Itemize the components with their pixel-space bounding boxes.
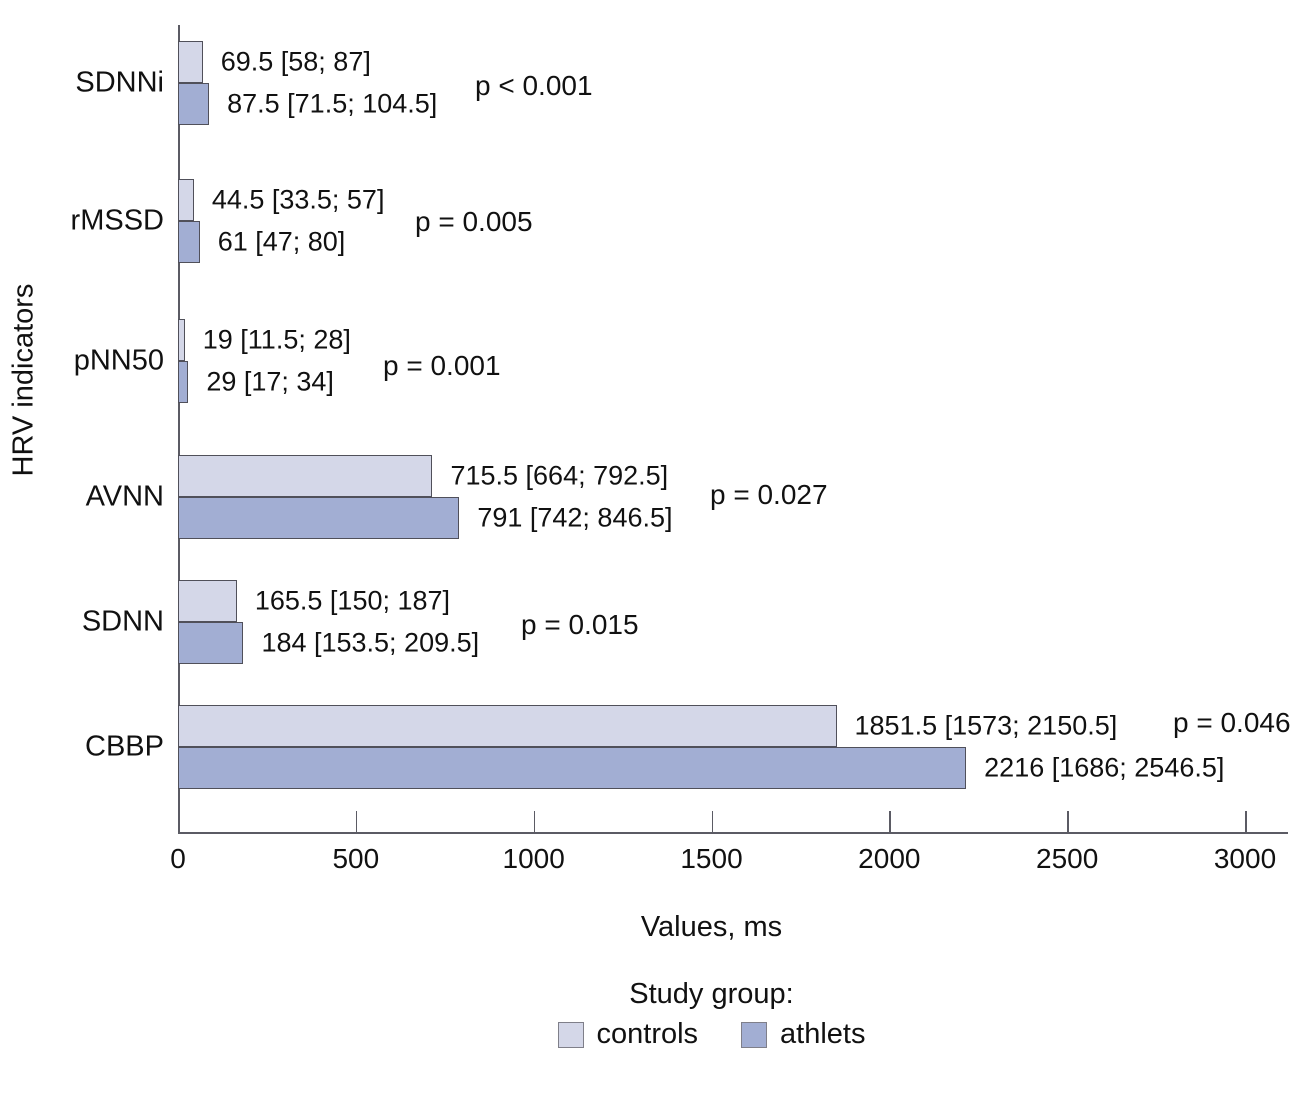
- bar-athlets-rmssd: [178, 221, 200, 263]
- x-axis-tick-label: 2500: [1036, 843, 1099, 874]
- bar-athlets-avnn: [178, 497, 460, 539]
- bar-athlets-cbbp: [178, 747, 967, 789]
- bar-athlets-pnn50: [178, 361, 189, 403]
- bar-athlets-sdnni: [178, 83, 210, 125]
- x-axis-tick: [889, 811, 891, 832]
- bar-value-label-controls-sdnni: 69.5 [58; 87]: [220, 46, 371, 77]
- bar-value-label-athlets-avnn: 791 [742; 846.5]: [477, 502, 673, 533]
- x-axis-tick-label: 1500: [680, 843, 743, 874]
- x-axis-tick: [355, 811, 358, 832]
- bar-controls-pnn50: [178, 319, 185, 361]
- category-label-sdnni: SDNNi: [75, 66, 164, 99]
- bar-value-label-athlets-sdnn: 184 [153.5; 209.5]: [261, 627, 480, 658]
- bar-value-label-athlets-sdnni: 87.5 [71.5; 104.5]: [227, 88, 438, 119]
- bar-value-label-controls-cbbp: 1851.5 [1573; 2150.5]: [854, 710, 1118, 741]
- x-axis-tick-label: 0: [170, 843, 186, 874]
- category-label-sdnn: SDNN: [81, 605, 164, 638]
- bar-athlets-sdnn: [178, 622, 244, 664]
- p-value-label-sdnni: p < 0.001: [475, 70, 593, 101]
- x-axis-tick: [533, 811, 536, 832]
- p-value-label-sdnn: p = 0.015: [521, 609, 639, 640]
- bar-controls-sdnn: [178, 580, 237, 622]
- p-value-label-cbbp: p = 0.046: [1173, 707, 1291, 738]
- x-axis-tick-label: 500: [332, 843, 380, 874]
- bar-value-label-controls-sdnn: 165.5 [150; 187]: [254, 585, 451, 616]
- x-axis-tick-label: 2000: [858, 843, 921, 874]
- category-label-rmssd: rMSSD: [70, 204, 164, 237]
- bar-controls-rmssd: [178, 179, 194, 221]
- bar-value-label-controls-avnn: 715.5 [664; 792.5]: [450, 460, 669, 491]
- x-axis-tick: [1245, 811, 1247, 832]
- category-label-avnn: AVNN: [85, 480, 164, 513]
- x-axis-tick: [711, 811, 714, 832]
- x-axis-tick-label: 3000: [1213, 843, 1277, 874]
- legend-title: Study group:: [629, 978, 794, 1010]
- bar-controls-avnn: [178, 455, 433, 497]
- x-axis-tick-label: 1000: [502, 843, 565, 874]
- bar-value-label-controls-pnn50: 19 [11.5; 28]: [202, 324, 351, 355]
- legend-swatch-controls: [557, 1021, 584, 1048]
- p-value-label-rmssd: p = 0.005: [415, 206, 533, 237]
- x-axis-title: Values, ms: [640, 911, 783, 943]
- y-axis-line: [178, 25, 180, 832]
- bar-controls-sdnni: [178, 41, 203, 83]
- p-value-label-avnn: p = 0.027: [710, 479, 828, 510]
- x-axis-line: [178, 832, 1288, 834]
- bar-value-label-athlets-cbbp: 2216 [1686; 2546.5]: [984, 752, 1225, 783]
- p-value-label-pnn50: p = 0.001: [383, 350, 501, 381]
- category-label-pnn50: pNN50: [73, 344, 164, 377]
- x-axis-tick: [1067, 811, 1069, 832]
- bar-value-label-controls-rmssd: 44.5 [33.5; 57]: [211, 184, 385, 215]
- y-axis-title: HRV indicators: [7, 283, 40, 477]
- category-label-cbbp: CBBP: [85, 730, 164, 763]
- bar-value-label-athlets-pnn50: 29 [17; 34]: [206, 366, 334, 397]
- bar-controls-cbbp: [178, 705, 837, 747]
- bar-value-label-athlets-rmssd: 61 [47; 80]: [217, 226, 346, 257]
- legend-label-controls: controls: [596, 1018, 699, 1050]
- legend-swatch-athlets: [741, 1021, 768, 1048]
- legend-label-athlets: athlets: [780, 1018, 866, 1050]
- legend: controls athlets: [178, 1020, 1245, 1049]
- x-axis-tick: [178, 811, 180, 832]
